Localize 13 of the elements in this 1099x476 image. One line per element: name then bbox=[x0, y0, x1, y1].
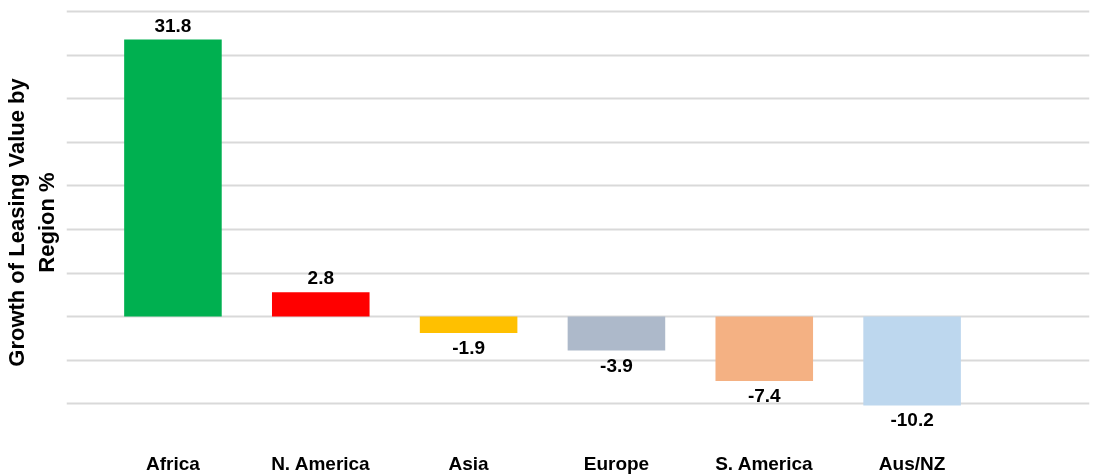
data-label: -7.4 bbox=[747, 385, 782, 407]
data-label: -1.9 bbox=[452, 337, 485, 359]
data-label: -3.9 bbox=[600, 354, 633, 376]
y-axis-title: Growth of Leasing Value by Region % bbox=[3, 77, 59, 367]
x-tick-label: Africa bbox=[146, 452, 201, 474]
x-tick-label: Asia bbox=[448, 452, 490, 474]
data-label: 2.8 bbox=[307, 267, 334, 289]
data-label: 31.8 bbox=[154, 14, 192, 36]
x-tick-label: Aus/NZ bbox=[878, 452, 946, 474]
x-tick-label: N. America bbox=[271, 452, 371, 474]
x-tick-label: Europe bbox=[583, 452, 650, 474]
x-tick-label: S. America bbox=[715, 452, 814, 474]
data-label: -10.2 bbox=[890, 409, 934, 431]
